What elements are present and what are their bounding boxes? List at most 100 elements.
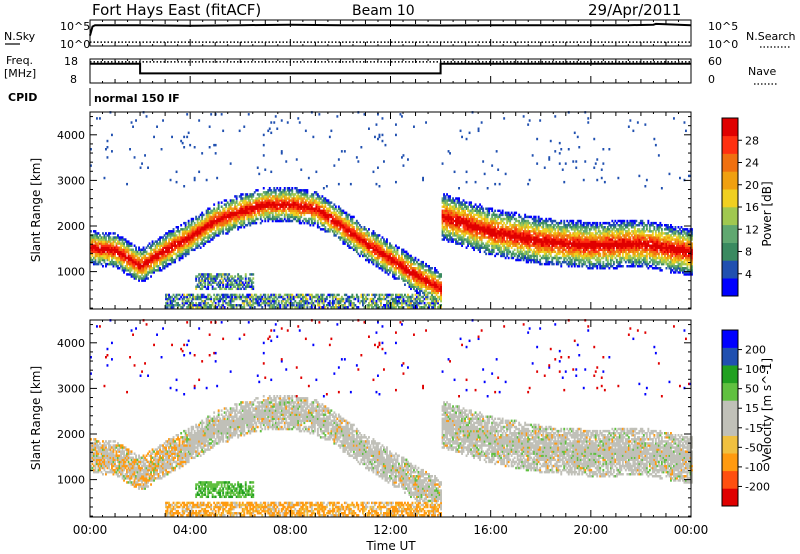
power-cell <box>450 199 453 202</box>
power-cell <box>378 297 381 301</box>
power-cell <box>349 224 352 227</box>
power-cell <box>237 213 240 217</box>
power-cell <box>139 277 142 280</box>
power-cell <box>94 248 97 252</box>
power-cell <box>443 201 445 204</box>
power-cell <box>210 215 213 219</box>
power-cell <box>282 299 285 303</box>
power-cell <box>422 275 424 278</box>
power-cell <box>395 306 397 309</box>
power-cell <box>193 232 196 235</box>
power-cell <box>235 281 238 284</box>
power-cell <box>399 306 402 309</box>
power-cell <box>480 121 483 124</box>
power-cell <box>244 199 247 202</box>
power-cell <box>196 219 199 223</box>
power-cell <box>211 209 214 213</box>
power-cell <box>461 201 463 204</box>
power-cell <box>389 269 391 272</box>
power-cell <box>96 248 98 252</box>
power-cell <box>121 242 124 245</box>
power-cell <box>488 250 491 254</box>
power-cell <box>139 254 142 258</box>
power-cell <box>432 271 435 274</box>
power-cell <box>300 221 303 225</box>
power-cell <box>160 262 163 266</box>
power-cell <box>108 244 110 247</box>
power-cell <box>240 219 243 223</box>
power-cell <box>488 236 491 239</box>
power-cell <box>202 234 205 237</box>
power-cell <box>226 301 229 305</box>
power-cell <box>352 306 355 309</box>
power-cell <box>318 304 321 307</box>
power-cell <box>371 304 373 307</box>
power-cell <box>417 265 420 268</box>
power-cell <box>246 224 249 227</box>
power-cell <box>214 277 217 280</box>
power-cell <box>416 283 418 286</box>
power-cell <box>476 242 478 245</box>
power-cell <box>419 267 421 270</box>
power-cell <box>396 299 399 303</box>
power-cell <box>447 224 450 227</box>
power-cell <box>310 211 313 215</box>
power-cell <box>280 150 283 153</box>
power-cell <box>219 211 222 215</box>
power-cell <box>147 271 149 274</box>
power-cell <box>360 295 363 299</box>
power-cell <box>172 242 175 245</box>
power-cell <box>280 205 283 208</box>
power-cell <box>476 211 478 215</box>
power-cell <box>175 252 178 256</box>
power-cell <box>419 289 421 293</box>
power-cell <box>169 306 172 309</box>
power-cell <box>476 219 478 223</box>
power-cell <box>390 262 393 266</box>
power-cell <box>393 301 396 305</box>
power-cell <box>357 238 360 241</box>
power-cell <box>169 238 172 241</box>
power-cell <box>93 246 95 249</box>
power-cell <box>416 306 418 309</box>
power-cell <box>196 217 199 221</box>
power-cell <box>208 224 211 227</box>
power-cell <box>93 250 95 254</box>
power-cell <box>470 228 472 231</box>
power-cell <box>461 242 463 245</box>
power-cell <box>192 240 195 243</box>
power-cell <box>256 211 259 215</box>
power-cell <box>136 256 139 260</box>
power-cell <box>297 301 300 305</box>
power-cell <box>253 213 256 217</box>
power-cell <box>282 211 285 215</box>
power-cell <box>247 203 250 206</box>
power-cell <box>304 129 307 133</box>
power-cell <box>241 207 244 210</box>
power-cell <box>162 244 164 247</box>
power-cell <box>465 221 468 225</box>
power-cell <box>177 293 179 297</box>
power-cell <box>202 244 205 247</box>
power-cell <box>213 228 216 231</box>
power-cell <box>456 224 459 227</box>
power-cell <box>393 273 396 276</box>
power-cell <box>225 295 228 299</box>
power-cell <box>431 279 433 282</box>
power-cell <box>473 236 475 239</box>
power-cell <box>482 226 485 229</box>
power-cell <box>352 297 355 301</box>
power-cell <box>109 240 112 243</box>
power-cell <box>383 295 385 299</box>
power-cell <box>171 240 173 243</box>
power-cell <box>169 230 172 233</box>
power-cell <box>141 267 143 270</box>
power-cell <box>352 238 355 241</box>
power-cell <box>250 295 253 299</box>
power-cell <box>220 281 223 284</box>
power-cell <box>468 203 471 206</box>
power-cell <box>355 156 358 159</box>
power-cell <box>195 242 198 245</box>
power-cell <box>346 230 349 233</box>
power-cell <box>498 244 501 247</box>
